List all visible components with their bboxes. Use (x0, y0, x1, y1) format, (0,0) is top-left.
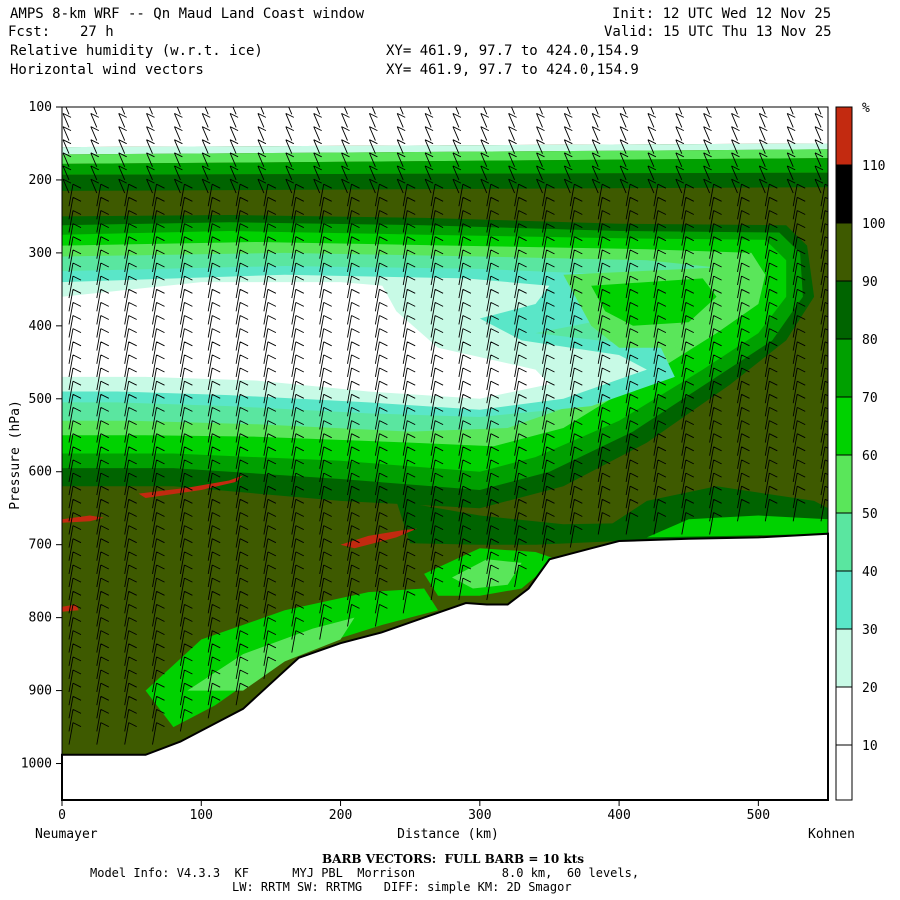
colorbar-segment (835, 106, 853, 166)
x-left-station-label: Neumayer (35, 827, 98, 842)
x-tick-label: 0 (58, 808, 66, 823)
x-axis: 0 100 200 300 400 500 (58, 800, 770, 823)
colorbar-level-label: 10 (862, 739, 878, 754)
colorbar-level-label: 20 (862, 681, 878, 696)
colorbar-level-label: 80 (862, 333, 878, 348)
x-tick-label: 400 (607, 808, 630, 823)
rh-band-low-70 (145, 588, 438, 728)
x-tick-label: 200 (329, 808, 352, 823)
y-tick-label: 700 (29, 538, 52, 553)
y-tick-label: 300 (29, 246, 52, 261)
colorbar-level-label: 50 (862, 507, 878, 522)
y-tick-label: 600 (29, 465, 52, 480)
xy-range-rh: XY= 461.9, 97.7 to 424.0,154.9 (386, 43, 639, 59)
colorbar-level-label: 60 (862, 449, 878, 464)
rh-band-upper-30 (62, 143, 828, 155)
y-tick-label: 1000 (21, 757, 52, 772)
colorbar-segment (835, 222, 853, 282)
rh-band-red-a (138, 475, 244, 498)
colorbar-segment (835, 686, 853, 746)
rh-band-low-60 (187, 617, 355, 691)
colorbar-segment (835, 164, 853, 224)
model-info-line1: Model Info: V4.3.3 KF MYJ PBL Morrison 8… (90, 866, 640, 880)
colorbar-segment (835, 744, 853, 801)
y-tick-label: 800 (29, 611, 52, 626)
field-name-wind: Horizontal wind vectors (10, 62, 204, 78)
terrain-surface (61, 532, 829, 801)
rh-band-upper-white (62, 107, 828, 148)
model-info-line2: LW: RRTM SW: RRTMG DIFF: simple KM: 2D S… (232, 880, 572, 894)
colorbar-level-label: 100 (862, 217, 885, 232)
y-tick-label: 100 (29, 100, 52, 115)
colorbar-segment (835, 338, 853, 398)
init-time: Init: 12 UTC Wed 12 Nov 25 (612, 6, 832, 22)
forecast-label: Fcst: (8, 24, 51, 40)
rh-band-upper-60 (62, 149, 828, 164)
forecast-value: 27 h (80, 24, 114, 40)
valid-time: Valid: 15 UTC Thu 13 Nov 25 (604, 24, 832, 40)
rh-band-red-b (62, 515, 104, 523)
y-tick-label: 900 (29, 684, 52, 699)
x-tick-label: 500 (747, 808, 770, 823)
y-axis: 100 200 300 400 500 600 700 800 900 1000 (21, 100, 62, 772)
colorbar-level-label: 110 (862, 159, 885, 174)
x-right-station-label: Kohnen (808, 827, 855, 842)
colorbar-level-label: 40 (862, 565, 878, 580)
rh-band-upper-90 (62, 172, 828, 191)
field-name-rh: Relative humidity (w.r.t. ice) (10, 43, 263, 59)
xy-range-wind: XY= 461.9, 97.7 to 424.0,154.9 (386, 62, 639, 78)
plot-frame (61, 106, 829, 801)
colorbar-level-label: 30 (862, 623, 878, 638)
rh-band-upper-80 (62, 158, 828, 175)
y-tick-label: 500 (29, 392, 52, 407)
rh-band-red-c (340, 528, 418, 549)
chart-title: AMPS 8-km WRF -- Qn Maud Land Coast wind… (10, 6, 365, 22)
colorbar-segment (835, 628, 853, 688)
barb-note: BARB VECTORS: FULL BARB = 10 kts (322, 852, 585, 866)
colorbar-segment (835, 570, 853, 630)
colorbar-segment (835, 396, 853, 456)
y-tick-label: 200 (29, 173, 52, 188)
y-tick-label: 400 (29, 319, 52, 334)
rh-band-right-low-70 (646, 515, 828, 538)
x-tick-label: 300 (468, 808, 491, 823)
x-tick-label: 100 (190, 808, 213, 823)
colorbar-level-label: 90 (862, 275, 878, 290)
colorbar-level-label: 70 (862, 391, 878, 406)
colorbar-segment (835, 512, 853, 572)
y-axis-label: Pressure (hPa) (8, 400, 23, 510)
colorbar: 10 20 30 40 50 60 70 80 90 100 110% (835, 101, 885, 801)
colorbar-segment (835, 280, 853, 340)
colorbar-segment (835, 454, 853, 514)
colorbar-unit: % (862, 101, 870, 116)
x-axis-label: Distance (km) (397, 827, 499, 842)
